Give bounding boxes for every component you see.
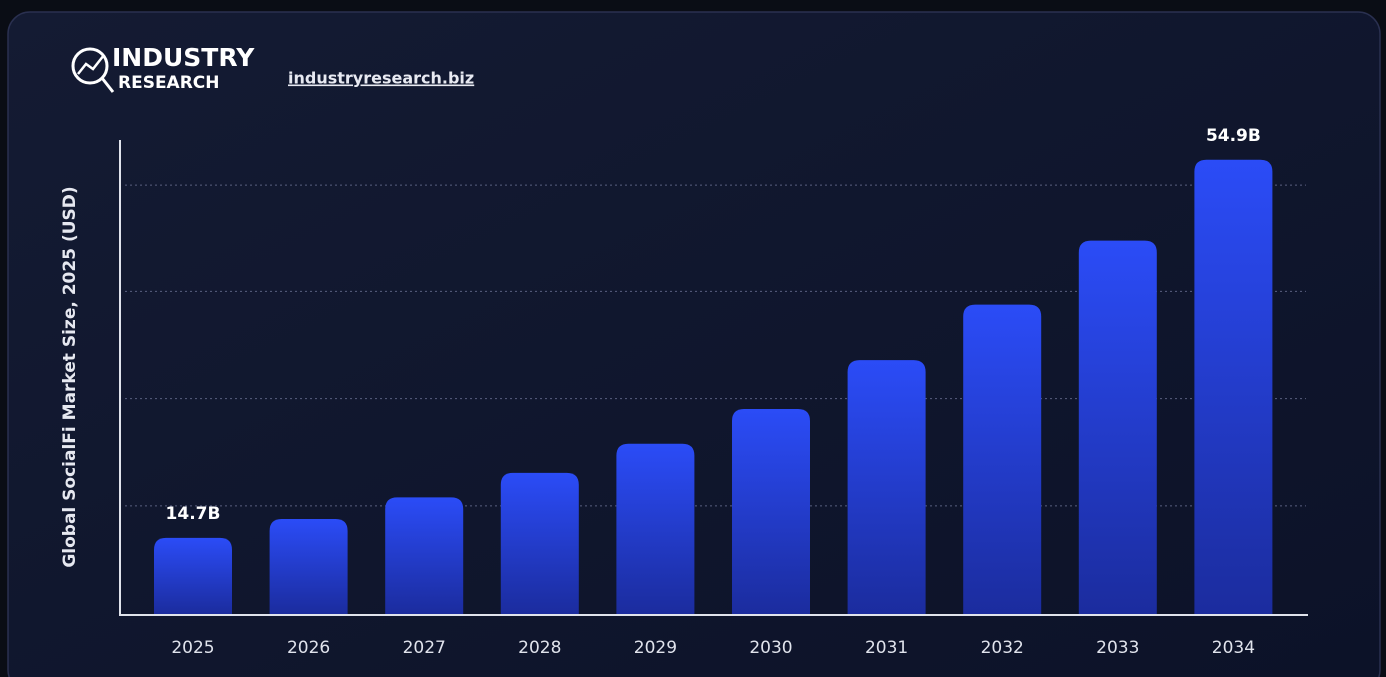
site-link[interactable]: industryresearch.biz (288, 69, 474, 88)
brand-line2: RESEARCH (118, 73, 220, 93)
bar (847, 360, 926, 614)
bar (154, 537, 232, 614)
x-tick-label: 2026 (287, 638, 330, 658)
bar (500, 472, 579, 614)
y-axis-label: Global SocialFi Market Size, 2025 (USD) (60, 186, 80, 567)
value-label: 54.9B (1206, 126, 1261, 146)
bar (1194, 159, 1273, 614)
x-tick-label: 2029 (634, 638, 677, 658)
bar (1078, 240, 1157, 614)
bar (732, 408, 810, 614)
x-tick-label: 2033 (1096, 638, 1139, 658)
bar (963, 304, 1042, 614)
x-tick-label: 2031 (865, 638, 908, 658)
bar (616, 443, 695, 614)
x-tick-label: 2027 (403, 638, 446, 658)
x-tick-label: 2034 (1212, 638, 1255, 658)
x-tick-label: 2025 (171, 638, 214, 658)
x-tick-label: 2030 (749, 638, 792, 658)
bar (269, 519, 348, 614)
brand-line1: INDUSTRY (112, 43, 255, 72)
bar (385, 497, 464, 614)
value-label: 14.7B (166, 504, 221, 524)
x-tick-label: 2032 (981, 638, 1024, 658)
logo-icon (71, 47, 115, 93)
x-tick-label: 2028 (518, 638, 561, 658)
